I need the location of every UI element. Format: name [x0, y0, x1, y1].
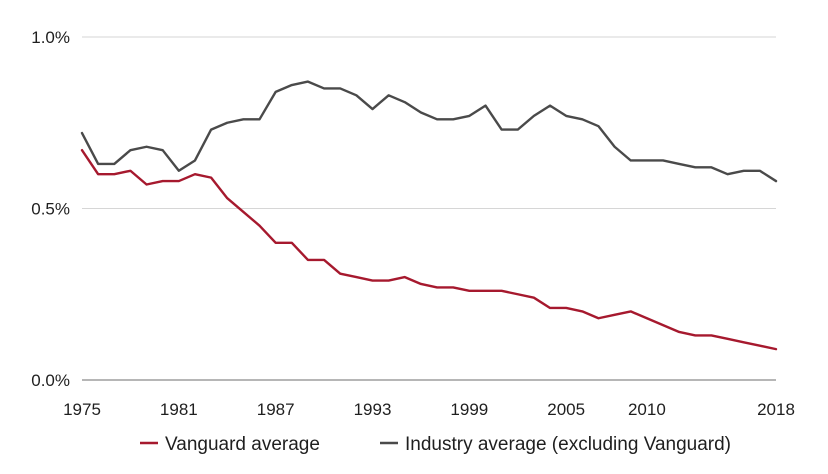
x-tick-label: 2005 [547, 400, 585, 419]
series-line-industry [80, 80, 778, 183]
x-tick-label: 1987 [257, 400, 295, 419]
series-line-vanguard [80, 148, 778, 351]
y-tick-label: 0.0% [31, 371, 70, 390]
x-tick-label: 1981 [160, 400, 198, 419]
grid-lines [82, 36, 776, 209]
y-tick-label: 1.0% [31, 28, 70, 47]
x-axis-tick-labels: 1975 1981 1987 1993 1999 2005 2010 2018 [63, 400, 795, 419]
y-axis-tick-labels: 0.0% 0.5% 1.0% [31, 28, 70, 390]
legend: Vanguard average Industry average (exclud… [140, 434, 731, 455]
x-tick-label: 2018 [757, 400, 795, 419]
legend-label: Vanguard average [165, 434, 320, 455]
x-tick-label: 2010 [628, 400, 666, 419]
series-lines [80, 80, 778, 351]
legend-label: Industry average (excluding Vanguard) [405, 434, 731, 455]
x-tick-label: 1975 [63, 400, 101, 419]
x-tick-label: 1999 [450, 400, 488, 419]
y-tick-label: 0.5% [31, 200, 70, 219]
x-tick-label: 1993 [354, 400, 392, 419]
